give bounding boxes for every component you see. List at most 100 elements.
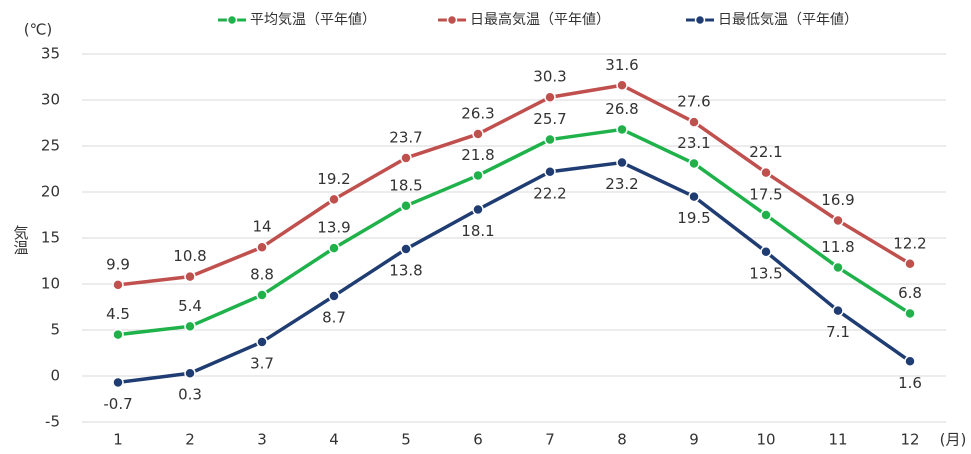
data-label: 16.9: [821, 191, 854, 209]
series-line: [117, 83, 911, 287]
x-tick-label: 6: [473, 431, 483, 449]
legend-label: 日最低気温（平年値）: [718, 12, 858, 28]
data-label: 18.5: [389, 176, 422, 194]
data-label: 17.5: [749, 186, 782, 204]
data-point: [328, 290, 340, 302]
data-point: [328, 193, 340, 206]
x-tick-label: 12: [900, 431, 919, 449]
data-label: 5.4: [178, 297, 202, 315]
data-point: [400, 152, 412, 164]
data-point: [616, 123, 628, 136]
y-tick-label: 25: [41, 137, 60, 155]
data-point: [112, 376, 124, 389]
data-point: [112, 328, 124, 341]
data-point: [832, 304, 844, 317]
x-tick-label: 2: [185, 431, 195, 449]
data-label: 30.3: [533, 68, 566, 86]
data-point: [832, 261, 844, 274]
data-label: 21.8: [461, 146, 494, 164]
data-point: [544, 91, 556, 103]
data-label: 8.8: [250, 266, 274, 284]
data-label: 11.8: [821, 238, 854, 256]
legend-marker: [226, 14, 238, 26]
data-label: 25.7: [533, 110, 566, 128]
series-line: [117, 160, 912, 385]
y-tick-label: -5: [45, 413, 60, 431]
data-point: [904, 307, 916, 320]
data-label: 23.1: [677, 134, 710, 152]
data-point: [616, 79, 628, 92]
data-label: 31.6: [605, 56, 638, 74]
data-label: 9.9: [106, 255, 130, 273]
data-label: 12.2: [893, 234, 926, 252]
data-label: 13.8: [389, 262, 422, 280]
data-label: 1.6: [898, 374, 922, 392]
data-point: [184, 270, 196, 283]
data-label: 26.3: [461, 105, 494, 123]
data-label: 14: [252, 218, 271, 236]
data-label: 27.6: [677, 93, 710, 111]
series-line: [117, 127, 911, 337]
y-tick-label: 30: [41, 91, 60, 109]
x-tick-label: 11: [828, 431, 847, 449]
data-point: [760, 246, 772, 258]
data-point: [256, 241, 268, 253]
data-point: [184, 367, 196, 379]
data-label: 18.1: [461, 222, 494, 240]
legend-label: 平均気温（平年値）: [250, 12, 376, 28]
data-point: [616, 156, 628, 169]
x-tick-label: 7: [545, 431, 555, 449]
y-unit: (℃): [24, 21, 53, 39]
data-label: 13.9: [317, 219, 350, 237]
x-tick-label: 3: [257, 431, 267, 449]
legend-label: 日最高気温（平年値）: [470, 11, 610, 28]
data-label: 8.7: [322, 308, 346, 326]
data-label: 7.1: [826, 323, 850, 341]
data-point: [256, 336, 268, 348]
data-point: [256, 289, 268, 301]
data-point: [184, 320, 196, 333]
data-label: 26.8: [605, 100, 638, 118]
data-label: 3.7: [250, 354, 274, 372]
data-point: [400, 200, 412, 212]
data-label: 6.8: [898, 284, 922, 302]
data-label: 13.5: [749, 264, 782, 282]
x-tick-label: 10: [756, 431, 775, 449]
x-tick-label: 8: [617, 431, 627, 449]
data-point: [760, 209, 772, 221]
x-tick-label: 9: [689, 431, 699, 449]
y-tick-label: 15: [41, 229, 60, 247]
data-point: [328, 242, 340, 254]
data-label: 23.2: [605, 175, 638, 193]
data-label: 22.2: [533, 184, 566, 202]
x-tick-label: 5: [401, 431, 411, 449]
data-point: [544, 166, 556, 178]
data-point: [472, 169, 484, 182]
data-point: [688, 157, 700, 170]
data-point: [688, 116, 700, 128]
data-label: 22.1: [749, 143, 782, 161]
data-point: [904, 258, 916, 270]
y-tick-label: 0: [50, 367, 60, 385]
data-point: [832, 214, 844, 227]
legend-marker: [446, 14, 458, 26]
x-unit: (月): [940, 431, 967, 449]
data-point: [472, 203, 484, 216]
data-label: 4.5: [106, 305, 130, 323]
x-tick-label: 1: [113, 431, 123, 449]
data-label: -0.7: [103, 395, 132, 413]
data-point: [400, 243, 412, 255]
y-tick-label: 10: [41, 275, 60, 293]
y-tick-label: 20: [41, 183, 60, 201]
data-label: 10.8: [173, 247, 206, 265]
data-point: [760, 166, 772, 179]
data-label: 23.7: [389, 128, 422, 146]
y-axis-label: 気温: [12, 225, 30, 255]
data-point: [688, 190, 700, 203]
data-point: [544, 133, 556, 146]
y-tick-label: 35: [41, 45, 60, 63]
data-label: 19.2: [317, 170, 350, 188]
y-tick-label: 5: [50, 321, 60, 339]
data-label: 19.5: [677, 209, 710, 227]
